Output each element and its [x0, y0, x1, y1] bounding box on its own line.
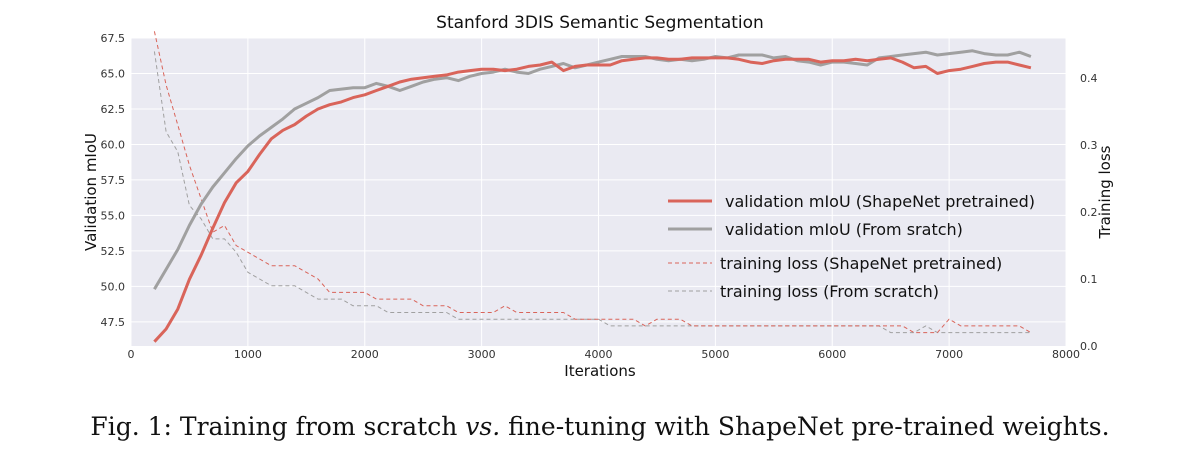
legend-label-loss-scratch: training loss (From scratch) [720, 282, 939, 301]
x-tick-label: 5000 [701, 348, 729, 361]
series-line-3 [153, 51, 1031, 334]
y-tick-label: 50.0 [101, 280, 126, 293]
series-lines [153, 31, 1032, 343]
legend-label-val-scratch: validation mIoU (From sratch) [725, 220, 963, 239]
y-ticks: 47.5 50.0 52.5 55.0 57.5 60.0 62.5 65.0 67.5 [101, 32, 126, 329]
x-axis-label: Iterations [564, 362, 636, 380]
x-tick-label: 0 [128, 348, 135, 361]
chart-title: Stanford 3DIS Semantic Segmentation [436, 13, 764, 33]
y-tick-label: 57.5 [101, 174, 126, 187]
legend-label-loss-pretrained: training loss (ShapeNet pretrained) [720, 254, 1002, 273]
grid [130, 37, 1067, 346]
x-tick-label: 8000 [1052, 348, 1080, 361]
x-tick-label: 3000 [468, 348, 496, 361]
chart: 0 1000 2000 3000 4000 5000 6000 7000 8000 47.5 50… [82, 13, 1114, 380]
x-tick-label: 2000 [351, 348, 379, 361]
y2-axis-label: Training loss [1096, 145, 1114, 239]
y-tick-label: 47.5 [101, 316, 126, 329]
y2-tick-label: 0.3 [1080, 139, 1098, 152]
caption-prefix: Fig. 1: Training from scratch [90, 412, 466, 441]
y-tick-label: 60.0 [101, 138, 126, 151]
y-axis-label: Validation mIoU [82, 133, 100, 251]
y2-tick-label: 0.0 [1080, 340, 1098, 353]
x-ticks: 0 1000 2000 3000 4000 5000 6000 7000 8000 [128, 348, 1081, 361]
y-tick-label: 52.5 [101, 245, 126, 258]
y2-ticks: 0.0 0.1 0.2 0.3 0.4 [1080, 72, 1098, 353]
x-tick-label: 7000 [935, 348, 963, 361]
y-tick-label: 62.5 [101, 103, 126, 116]
series-line-0 [153, 56, 1032, 343]
caption-suffix: fine-tuning with ShapeNet pre-trained we… [500, 412, 1110, 441]
y-tick-label: 65.0 [101, 67, 126, 80]
y2-tick-label: 0.2 [1080, 206, 1098, 219]
figure-caption: Fig. 1: Training from scratch vs. fine-t… [0, 412, 1200, 441]
x-tick-label: 6000 [818, 348, 846, 361]
legend: validation mIoU (ShapeNet pretrained) va… [668, 192, 1035, 301]
y2-tick-label: 0.4 [1080, 72, 1098, 85]
series-line-2 [153, 31, 1032, 334]
legend-label-val-pretrained: validation mIoU (ShapeNet pretrained) [725, 192, 1035, 211]
caption-emphasis: vs. [465, 412, 501, 441]
x-tick-label: 4000 [585, 348, 613, 361]
y-tick-label: 67.5 [101, 32, 126, 45]
x-tick-label: 1000 [234, 348, 262, 361]
y-tick-label: 55.0 [101, 209, 126, 222]
y2-tick-label: 0.1 [1080, 273, 1098, 286]
